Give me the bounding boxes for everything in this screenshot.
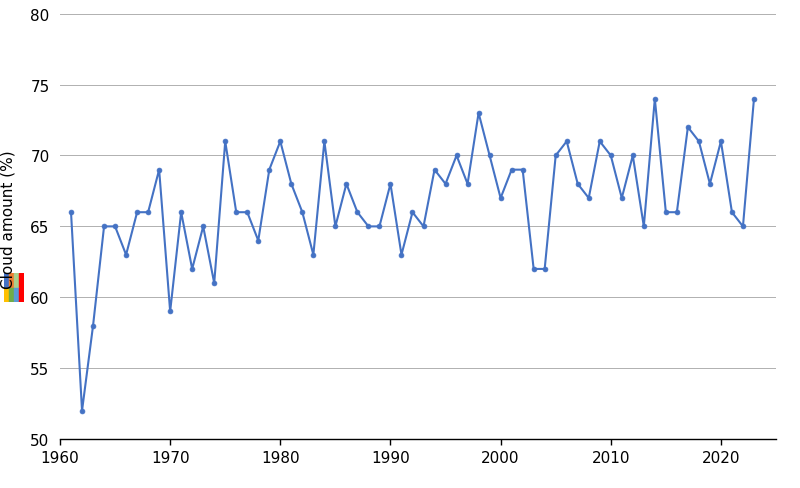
Text: Cloud amount (%): Cloud amount (%): [1, 150, 15, 289]
Bar: [4, 288, 9, 303]
Bar: [14, 288, 19, 303]
Bar: [9, 273, 14, 288]
Bar: [19, 273, 24, 288]
Bar: [4, 273, 9, 288]
Bar: [19, 288, 24, 303]
Bar: [9, 288, 14, 303]
Bar: [14, 273, 19, 288]
